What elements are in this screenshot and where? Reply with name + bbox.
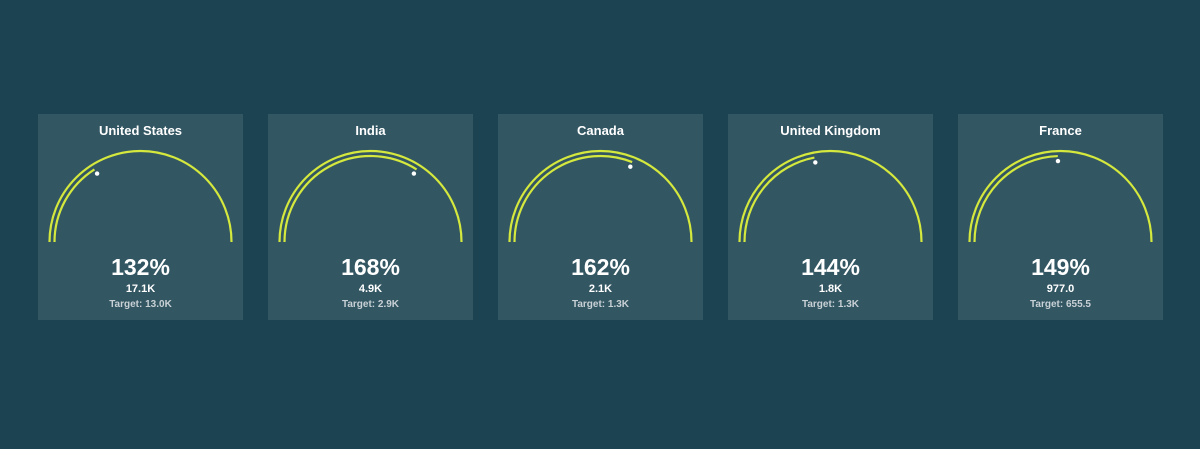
gauge-target-value: Target: 1.3K (801, 299, 860, 310)
gauge-value-arc (743, 156, 815, 243)
gauge-arc (278, 149, 463, 243)
gauge-target-value: Target: 655.5 (1030, 299, 1091, 310)
gauge-title: Canada (577, 123, 624, 138)
gauge-target-arc (278, 149, 463, 243)
gauge-percent: 132% (111, 254, 170, 280)
gauge-title: United States (98, 123, 183, 138)
gauge-target-arc (48, 149, 233, 243)
gauge-value-arc (973, 154, 1058, 243)
gauge-arc (738, 149, 923, 243)
gauge-percent: 162% (571, 254, 630, 280)
gauge-arc (968, 149, 1153, 243)
gauge-target-value: Target: 13.0K (109, 299, 172, 310)
gauge-target-arc (508, 149, 693, 243)
gauge-target-arc (738, 149, 923, 243)
gauge-actual-value: 2.1K (588, 283, 613, 295)
gauge-percent: 144% (801, 254, 860, 280)
gauge-target-value: Target: 1.3K (571, 299, 630, 310)
gauge-actual-value: 4.9K (358, 283, 383, 295)
gauge-target-value: Target: 2.9K (341, 299, 400, 310)
gauge-card-united-kingdom: United Kingdom 144% 1.8K Target: 1.3K (728, 114, 933, 320)
gauge-title: United Kingdom (780, 123, 881, 138)
gauge-percent: 149% (1031, 254, 1090, 280)
gauge-marker (411, 171, 417, 176)
gauge-card-india: India 168% 4.9K Target: 2.9K (268, 114, 473, 320)
gauge-arc (48, 149, 233, 243)
gauge-actual-value: 1.8K (818, 283, 843, 295)
gauge-card-united-states: United States 132% 17.1K Target: 13.0K (38, 114, 243, 320)
gauge-card-france: France 149% 977.0 Target: 655.5 (958, 114, 1163, 320)
gauge-marker (94, 171, 100, 176)
gauge-value-arc (283, 154, 418, 243)
gauge-title: France (1039, 123, 1082, 138)
gauge-card-canada: Canada 162% 2.1K Target: 1.3K (498, 114, 703, 320)
gauge-value-arc (53, 168, 96, 243)
gauge-marker (1055, 158, 1061, 164)
gauge-percent: 168% (341, 254, 400, 280)
gauge-marker (813, 160, 818, 165)
gauge-actual-value: 17.1K (125, 283, 156, 295)
gauge-arc (508, 149, 693, 243)
gauge-marker (628, 164, 633, 169)
gauge-target-arc (968, 149, 1153, 243)
gauge-actual-value: 977.0 (1046, 283, 1075, 295)
gauge-cards: United States 132% 17.1K Target: 13.0K I… (38, 114, 1163, 320)
gauge-value-arc (513, 154, 633, 243)
gauge-title: India (355, 123, 386, 138)
